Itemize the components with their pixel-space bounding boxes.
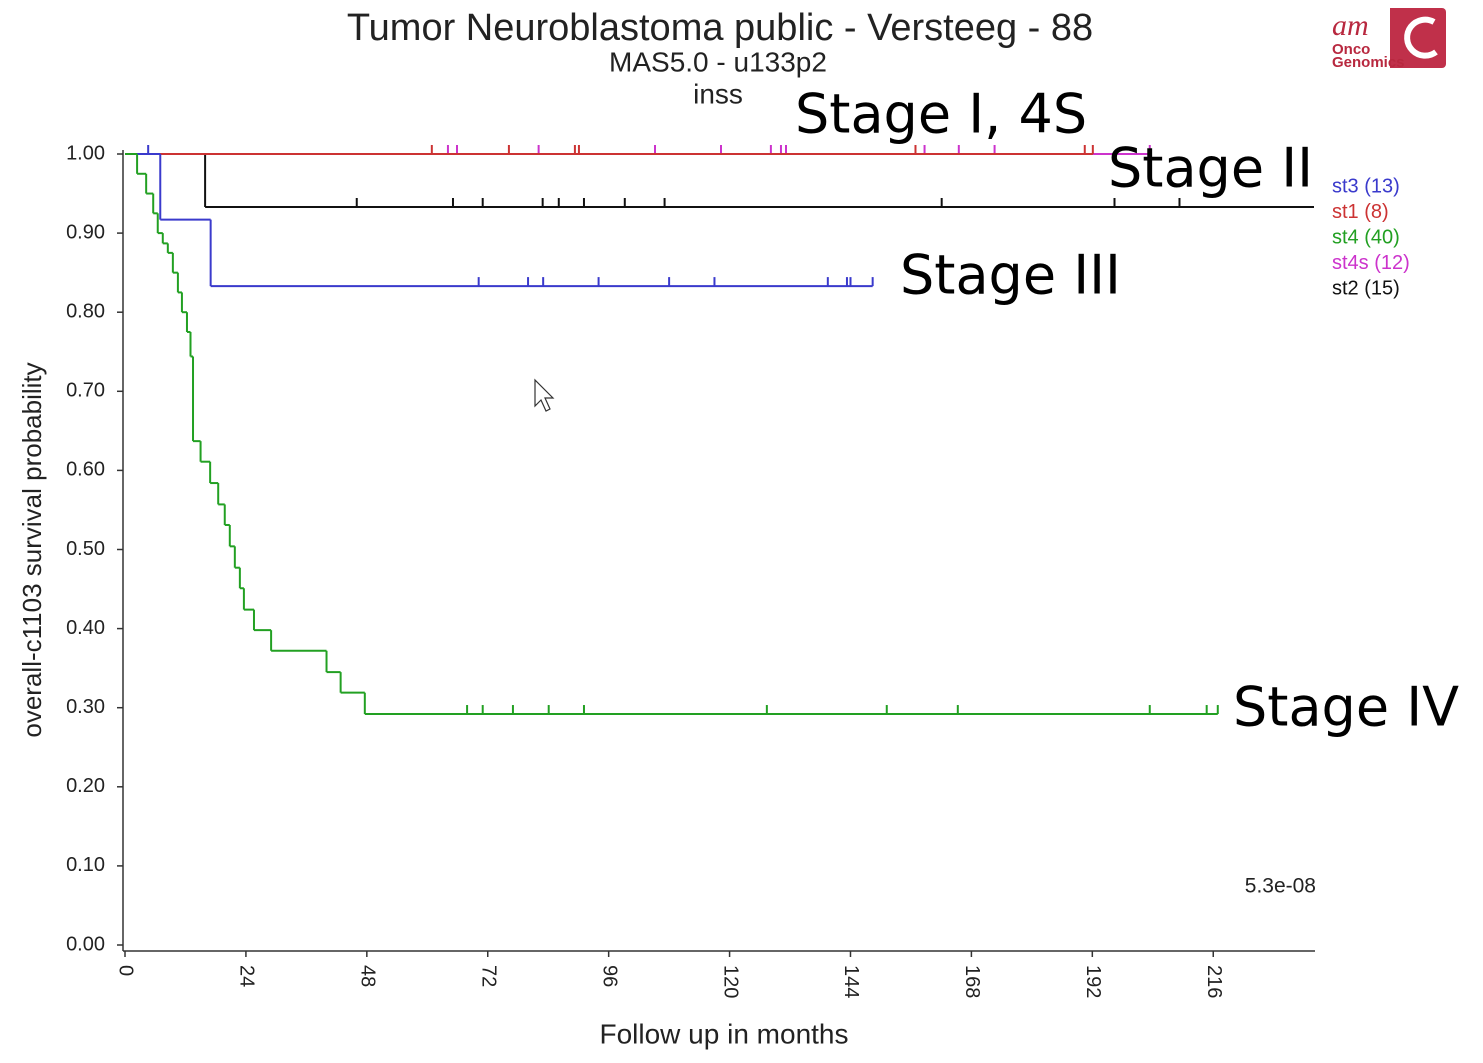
p-value: 5.3e-08 — [1245, 875, 1316, 898]
x-tick-label: 72 — [477, 965, 499, 987]
legend-label: st4 (40) — [1332, 226, 1400, 248]
legend-label: st3 (13) — [1332, 175, 1400, 197]
km-curve — [125, 153, 1219, 716]
logo-text: Genomics — [1332, 54, 1405, 71]
logo-text: Onco — [1332, 41, 1370, 58]
x-tick-label: 192 — [1082, 965, 1104, 998]
logo-text: am — [1332, 9, 1369, 42]
y-tick-label: 0.90 — [66, 221, 105, 243]
chart-title: Tumor Neuroblastoma public - Versteeg - … — [347, 7, 1093, 49]
logo-arc — [1404, 16, 1438, 59]
stage-annotation: Stage I, 4S — [795, 83, 1087, 146]
y-tick-label: 0.80 — [66, 300, 105, 322]
stage-annotation: Stage IV — [1233, 676, 1459, 739]
y-tick-label: 0.10 — [66, 854, 105, 876]
km-curve — [125, 145, 1094, 155]
y-tick-label: 0.50 — [66, 538, 105, 560]
y-tick-label: 0.60 — [66, 459, 105, 481]
legend-label: st4s (12) — [1332, 252, 1410, 274]
y-tick-label: 0.20 — [66, 775, 105, 797]
y-axis-label: overall-c1103 survival probability — [17, 362, 47, 737]
y-tick-label: 0.70 — [66, 380, 105, 402]
stage-annotation: Stage III — [900, 244, 1121, 307]
stage-annotation: Stage II — [1108, 137, 1313, 200]
x-tick-label: 24 — [236, 965, 258, 987]
x-tick-label: 216 — [1203, 965, 1225, 998]
x-tick-label: 120 — [719, 965, 741, 998]
legend-label: st2 (15) — [1332, 277, 1400, 299]
logo-bg — [1330, 8, 1390, 70]
chart-subtitle: inss — [693, 78, 743, 109]
x-axis-label: Follow up in months — [599, 1018, 848, 1049]
x-tick-label: 168 — [961, 965, 983, 998]
x-tick-label: 96 — [598, 965, 620, 987]
y-tick-label: 0.30 — [66, 696, 105, 718]
chart-subtitle: MAS5.0 - u133p2 — [609, 46, 827, 77]
legend-label: st1 (8) — [1332, 201, 1389, 223]
logo: am Onco Genomics — [1330, 8, 1446, 71]
x-tick-label: 0 — [115, 965, 137, 976]
y-tick-label: 1.00 — [66, 142, 105, 164]
cursor — [534, 378, 555, 412]
x-tick-label: 144 — [840, 965, 862, 998]
y-tick-label: 0.40 — [66, 617, 105, 639]
x-tick-label: 48 — [357, 965, 379, 987]
km-curve — [125, 153, 1314, 208]
y-tick-label: 0.00 — [66, 933, 105, 955]
